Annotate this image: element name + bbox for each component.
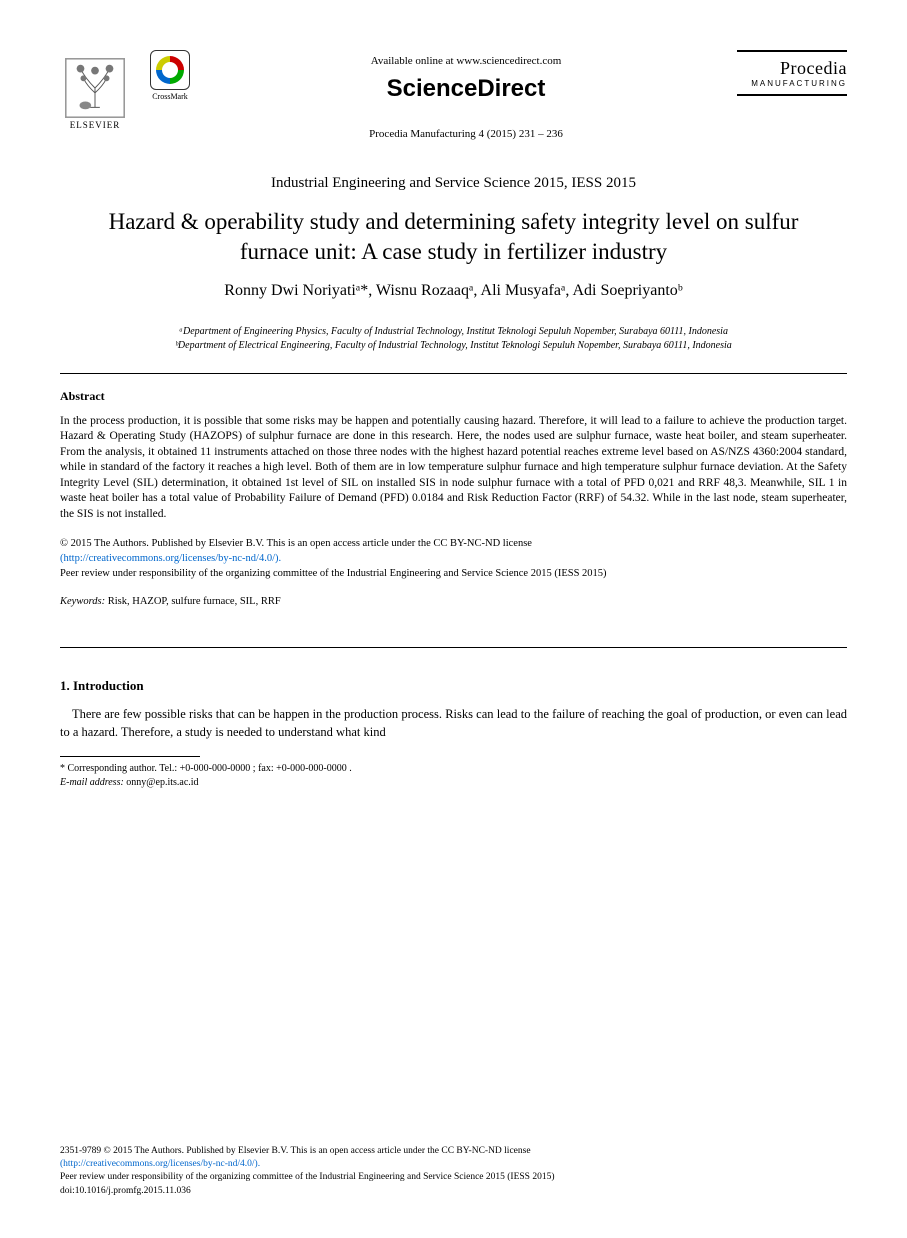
author-list: Ronny Dwi Noriyatiᵃ*, Wisnu Rozaaqᵃ, Ali… bbox=[60, 282, 847, 300]
footer-license-link[interactable]: (http://creativecommons.org/licenses/by-… bbox=[60, 1159, 260, 1169]
license-link[interactable]: (http://creativecommons.org/licenses/by-… bbox=[60, 553, 281, 564]
journal-reference: Procedia Manufacturing 4 (2015) 231 – 23… bbox=[195, 128, 737, 140]
divider-top bbox=[60, 373, 847, 374]
center-header: Available online at www.sciencedirect.co… bbox=[195, 50, 737, 140]
footnote-rule bbox=[60, 756, 200, 757]
sciencedirect-logo[interactable]: ScienceDirect bbox=[195, 75, 737, 103]
keywords-block: Keywords: Risk, HAZOP, sulfure furnace, … bbox=[60, 596, 847, 607]
copyright-block: © 2015 The Authors. Published by Elsevie… bbox=[60, 537, 847, 581]
peer-review-line: Peer review under responsibility of the … bbox=[60, 568, 607, 579]
footer-peer-review: Peer review under responsibility of the … bbox=[60, 1172, 554, 1182]
affiliations-block: ᵃDepartment of Engineering Physics, Facu… bbox=[60, 325, 847, 353]
elsevier-label: ELSEVIER bbox=[70, 120, 121, 130]
abstract-heading: Abstract bbox=[60, 389, 847, 404]
section-1-heading: 1. Introduction bbox=[60, 678, 847, 694]
crossmark-label: CrossMark bbox=[145, 92, 195, 101]
email-address[interactable]: onny@ep.its.ac.id bbox=[124, 777, 199, 788]
elsevier-logo[interactable]: ELSEVIER bbox=[60, 50, 130, 130]
conference-name: Industrial Engineering and Service Scien… bbox=[60, 175, 847, 192]
affiliation-a: ᵃDepartment of Engineering Physics, Facu… bbox=[100, 325, 807, 339]
procedia-logo: Procedia MANUFACTURING bbox=[737, 50, 847, 96]
page-footer: 2351-9789 © 2015 The Authors. Published … bbox=[60, 1145, 847, 1198]
section-1-body: There are few possible risks that can be… bbox=[60, 706, 847, 741]
footer-doi: doi:10.1016/j.promfg.2015.11.036 bbox=[60, 1186, 191, 1196]
crossmark-badge[interactable]: CrossMark bbox=[145, 50, 195, 101]
left-logo-group: ELSEVIER CrossMark bbox=[60, 50, 195, 130]
page-header: ELSEVIER CrossMark Available online at w… bbox=[60, 50, 847, 140]
divider-bottom bbox=[60, 647, 847, 648]
email-label: E-mail address: bbox=[60, 777, 124, 788]
corresponding-author: * Corresponding author. Tel.: +0-000-000… bbox=[60, 762, 847, 776]
procedia-subtitle: MANUFACTURING bbox=[737, 79, 847, 88]
affiliation-b: ᵇDepartment of Electrical Engineering, F… bbox=[100, 339, 807, 353]
elsevier-tree-icon bbox=[65, 58, 125, 118]
available-online-text: Available online at www.sciencedirect.co… bbox=[195, 55, 737, 67]
copyright-line: © 2015 The Authors. Published by Elsevie… bbox=[60, 538, 532, 549]
footer-issn: 2351-9789 © 2015 The Authors. Published … bbox=[60, 1146, 531, 1156]
crossmark-icon bbox=[150, 50, 190, 90]
keywords-text: Risk, HAZOP, sulfure furnace, SIL, RRF bbox=[105, 596, 281, 607]
article-title: Hazard & operability study and determini… bbox=[60, 207, 847, 267]
keywords-label: Keywords: bbox=[60, 596, 105, 607]
procedia-title: Procedia bbox=[737, 58, 847, 79]
footnote-block: * Corresponding author. Tel.: +0-000-000… bbox=[60, 762, 847, 790]
abstract-body: In the process production, it is possibl… bbox=[60, 414, 847, 523]
